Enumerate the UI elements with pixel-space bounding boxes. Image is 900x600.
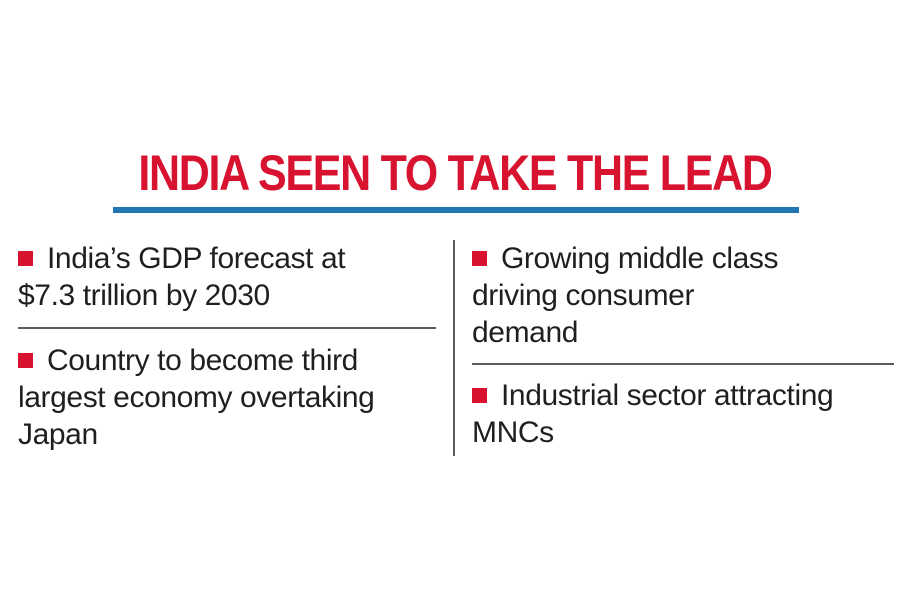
bullet-square-icon — [18, 353, 33, 368]
bullet-square-icon — [472, 251, 487, 266]
bullet-point-third-largest-economy: Country to become third largest economy … — [18, 342, 436, 453]
bullet-text-line: Growing middle class — [501, 242, 779, 275]
bullet-point-middle-class: Growing middle class driving consumer de… — [472, 240, 894, 351]
item-divider — [18, 327, 436, 329]
right-column: Growing middle class driving consumer de… — [472, 240, 894, 451]
bullet-text-line: Country to become third — [47, 344, 358, 377]
column-divider — [453, 240, 455, 456]
bullet-point-gdp-forecast: India’s GDP forecast at $7.3 trillion by… — [18, 240, 436, 314]
bullet-text-line: MNCs — [472, 416, 554, 449]
headline-underline — [113, 207, 799, 213]
bullet-text-line: driving consumer — [472, 279, 695, 312]
bullet-text-line: Japan — [18, 418, 98, 451]
bullet-text-line: demand — [472, 316, 579, 349]
bullet-square-icon — [18, 251, 33, 266]
left-column: India’s GDP forecast at $7.3 trillion by… — [18, 240, 436, 453]
bullet-text-line: India’s GDP forecast at — [47, 242, 346, 275]
bullet-square-icon — [472, 388, 487, 403]
bullet-text-line: largest economy overtaking — [18, 381, 375, 414]
item-divider — [472, 363, 894, 365]
bullet-text-line: $7.3 trillion by 2030 — [18, 279, 270, 312]
bullet-point-industrial-sector: Industrial sector attracting MNCs — [472, 377, 894, 451]
headline: INDIA SEEN TO TAKE THE LEAD — [138, 145, 773, 201]
bullet-text-line: Industrial sector attracting — [501, 379, 834, 412]
